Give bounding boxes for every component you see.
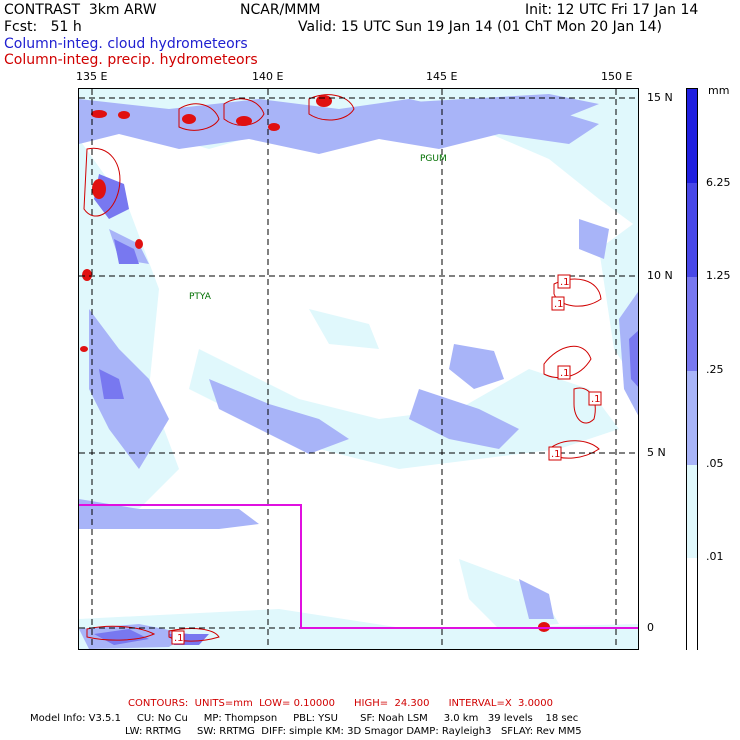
map-canvas: .1 .1 .1 .1 .1 .1 PGUM PTYA <box>79 89 638 649</box>
station-ptya: PTYA <box>189 292 212 302</box>
station-labels: PGUM PTYA <box>189 154 447 302</box>
nested-domain-outline <box>79 504 638 629</box>
contour-label-texts: .1 .1 .1 .1 .1 .1 <box>174 277 601 644</box>
colorbar-unit: mm <box>708 84 730 97</box>
forecast-hour: Fcst: 51 h <box>4 19 82 35</box>
colorbar-label-.25: .25 <box>706 363 724 376</box>
colorbar <box>686 88 698 651</box>
lon-label-150: 150 E <box>601 70 633 83</box>
cloud-field-medium <box>79 94 638 649</box>
contours-info: CONTOURS: UNITS=mm LOW= 0.10000 HIGH= 24… <box>128 698 554 709</box>
map-panel: .1 .1 .1 .1 .1 .1 PGUM PTYA <box>78 88 639 650</box>
valid-time: Valid: 15 UTC Sun 19 Jan 14 (01 ChT Mon … <box>298 19 662 35</box>
colorbar-label-.05: .05 <box>706 457 724 470</box>
colorbar-seg-6 <box>687 558 697 651</box>
contour-label: .1 <box>554 299 564 310</box>
lat-lon-grid <box>79 89 638 649</box>
precip-contours <box>83 94 602 642</box>
contour-label: .1 <box>551 449 561 460</box>
colorbar-seg-4 <box>687 371 697 465</box>
lon-label-135: 135 E <box>76 70 108 83</box>
model-info-2: LW: RRTMG SW: RRTMG DIFF: simple KM: 3D … <box>125 726 582 737</box>
contour-label-boxes <box>171 274 602 645</box>
lat-label-0: 0 <box>647 621 654 634</box>
model-title: CONTRAST 3km ARW <box>4 2 157 18</box>
contour-label: .1 <box>174 633 184 644</box>
colorbar-seg-2 <box>687 183 697 277</box>
lon-label-140: 140 E <box>252 70 284 83</box>
model-info-1: Model Info: V3.5.1 CU: No Cu MP: Thompso… <box>30 713 579 724</box>
contour-label: .1 <box>591 394 601 405</box>
init-time: Init: 12 UTC Fri 17 Jan 14 <box>525 2 699 18</box>
colorbar-seg-5 <box>687 465 697 558</box>
precip-cores <box>80 95 550 632</box>
lat-label-15n: 15 N <box>647 91 673 104</box>
colorbar-label-.01: .01 <box>706 550 724 563</box>
contour-label: .1 <box>560 277 570 288</box>
colorbar-seg-1 <box>687 89 697 183</box>
lon-label-145: 145 E <box>426 70 458 83</box>
colorbar-label-1.25: 1.25 <box>706 269 731 282</box>
station-pgum: PGUM <box>420 154 447 164</box>
center-title: NCAR/MMM <box>240 2 321 18</box>
legend-precip: Column-integ. precip. hydrometeors <box>4 52 258 68</box>
cloud-field-light <box>79 89 638 649</box>
colorbar-label-6.25: 6.25 <box>706 176 731 189</box>
contour-label: .1 <box>560 368 570 379</box>
legend-cloud: Column-integ. cloud hydrometeors <box>4 36 248 52</box>
lat-label-10n: 10 N <box>647 269 673 282</box>
colorbar-seg-3 <box>687 277 697 371</box>
lat-label-5n: 5 N <box>647 446 666 459</box>
